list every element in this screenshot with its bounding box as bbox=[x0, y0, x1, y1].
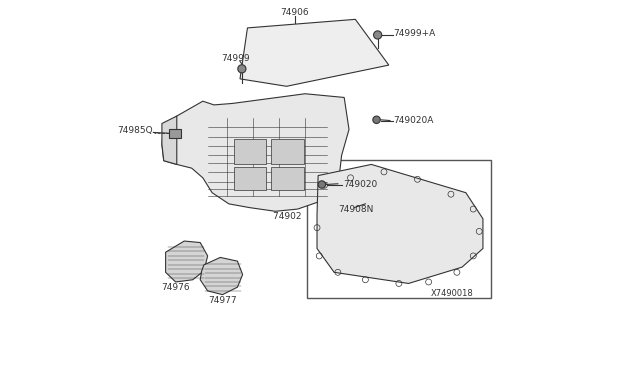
Bar bbox=[234, 139, 266, 164]
Text: 74906: 74906 bbox=[280, 8, 309, 17]
Text: 749020A: 749020A bbox=[394, 116, 434, 125]
Polygon shape bbox=[240, 19, 389, 86]
Text: 749020: 749020 bbox=[343, 180, 378, 189]
Bar bbox=[271, 139, 303, 164]
Polygon shape bbox=[317, 164, 483, 283]
Bar bbox=[234, 167, 266, 190]
Text: 74908N: 74908N bbox=[338, 205, 373, 214]
Text: X7490018: X7490018 bbox=[431, 289, 473, 298]
Circle shape bbox=[373, 116, 380, 124]
Text: 74999: 74999 bbox=[221, 54, 250, 63]
Bar bbox=[170, 129, 180, 138]
Text: 74976: 74976 bbox=[161, 283, 190, 292]
Text: 74977: 74977 bbox=[208, 296, 237, 305]
Polygon shape bbox=[162, 94, 349, 211]
Text: 74902⁠: 74902⁠ bbox=[273, 212, 301, 221]
Text: 74999+A: 74999+A bbox=[394, 29, 436, 38]
Polygon shape bbox=[162, 116, 177, 164]
Text: 74985Q: 74985Q bbox=[117, 126, 152, 135]
Polygon shape bbox=[200, 257, 243, 295]
Circle shape bbox=[374, 31, 381, 39]
Bar bbox=[307, 160, 491, 298]
Bar bbox=[271, 167, 303, 190]
Polygon shape bbox=[166, 241, 207, 282]
Circle shape bbox=[318, 181, 326, 188]
Circle shape bbox=[238, 65, 246, 73]
